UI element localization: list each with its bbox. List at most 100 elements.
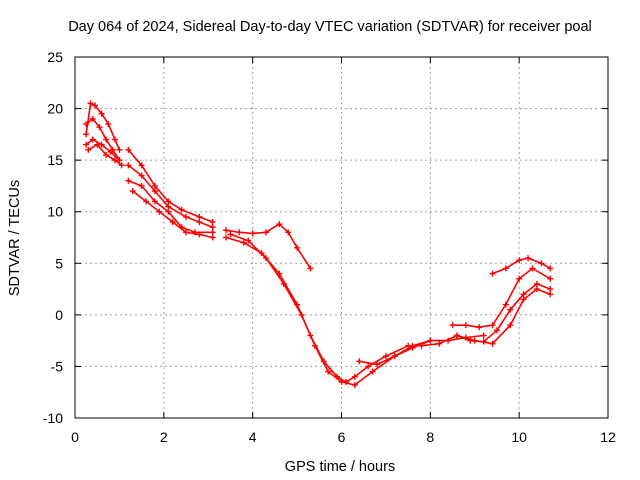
- data-point: [547, 291, 554, 298]
- data-point: [502, 265, 509, 272]
- data-point: [196, 231, 203, 238]
- data-point: [209, 224, 216, 231]
- y-tick-label: 15: [47, 152, 63, 168]
- data-point: [493, 327, 500, 334]
- series-satellite-arc-9: [223, 221, 314, 272]
- data-point: [533, 286, 540, 293]
- data-point: [196, 219, 203, 226]
- data-point: [103, 151, 110, 158]
- data-point: [262, 229, 269, 236]
- data-point: [547, 286, 554, 293]
- data-point: [276, 221, 283, 228]
- x-tick-label: 4: [249, 429, 257, 445]
- data-point: [178, 206, 185, 213]
- data-point: [223, 234, 230, 241]
- data-point: [245, 237, 252, 244]
- data-point: [391, 353, 398, 360]
- series-satellite-arc-13: [418, 286, 554, 349]
- x-tick-label: 0: [71, 429, 79, 445]
- data-point: [365, 363, 372, 370]
- data-point: [382, 353, 389, 360]
- data-point: [285, 229, 292, 236]
- y-tick-labels: -10 -5 0 5 10 15 20 25: [43, 49, 63, 426]
- data-point: [520, 291, 527, 298]
- data-point: [151, 188, 158, 195]
- series-satellite-arc-11: [227, 231, 434, 388]
- y-tick-label: 0: [55, 307, 63, 323]
- x-tick-label: 2: [160, 429, 168, 445]
- data-point: [125, 177, 132, 184]
- data-point: [507, 306, 514, 313]
- series-line: [85, 102, 121, 151]
- x-tick-label: 6: [338, 429, 346, 445]
- series-line: [131, 190, 214, 239]
- data-point: [294, 244, 301, 251]
- chart-title: Day 064 of 2024, Sidereal Day-to-day VTE…: [68, 19, 592, 35]
- data-point: [502, 301, 509, 308]
- series-satellite-arc-5: [125, 146, 216, 226]
- data-point: [196, 213, 203, 220]
- data-point: [280, 280, 287, 287]
- data-point: [138, 172, 145, 179]
- data-point: [105, 121, 112, 128]
- series-line: [451, 267, 552, 328]
- data-point: [138, 182, 145, 189]
- series-line: [225, 236, 409, 383]
- data-point: [467, 337, 474, 344]
- data-point: [547, 275, 554, 282]
- data-point: [480, 338, 487, 345]
- data-point: [156, 208, 163, 215]
- data-point: [489, 270, 496, 277]
- data-point: [169, 219, 176, 226]
- x-tick-label: 12: [600, 429, 616, 445]
- data-point: [143, 198, 150, 205]
- data-point: [103, 136, 110, 143]
- data-point: [516, 275, 523, 282]
- data-point: [325, 368, 332, 375]
- data-point: [91, 102, 98, 109]
- data-point: [151, 182, 158, 189]
- data-point: [489, 340, 496, 347]
- x-tick-label: 10: [511, 429, 527, 445]
- data-point: [183, 213, 190, 220]
- data-point: [183, 229, 190, 236]
- x-axis-label: GPS time / hours: [285, 459, 395, 475]
- data-point: [209, 219, 216, 226]
- data-point: [351, 373, 358, 380]
- data-point: [307, 265, 314, 272]
- data-point: [89, 115, 96, 122]
- data-point: [453, 332, 460, 339]
- data-point: [538, 260, 545, 267]
- data-point: [165, 203, 172, 210]
- series-satellite-arc-8: [129, 188, 216, 241]
- data-point: [111, 157, 118, 164]
- data-point: [480, 332, 487, 339]
- grid-lines: [75, 57, 608, 418]
- data-point: [118, 162, 125, 169]
- data-point: [111, 136, 118, 143]
- series-line: [85, 118, 121, 161]
- data-point: [529, 265, 536, 272]
- y-axis-label: SDTVAR / TECUs: [7, 180, 23, 296]
- data-point: [209, 229, 216, 236]
- data-point: [240, 239, 247, 246]
- data-point: [83, 121, 90, 128]
- series-satellite-arc-15: [489, 255, 554, 277]
- series-satellite-arc-1: [83, 100, 123, 153]
- data-point: [223, 227, 230, 234]
- data-point: [107, 148, 114, 155]
- data-point: [351, 381, 358, 388]
- series-group: [83, 100, 554, 388]
- data-point: [489, 322, 496, 329]
- x-tick-labels: 0 2 4 6 8 10 12: [71, 429, 616, 445]
- data-point: [96, 124, 103, 131]
- series-satellite-arc-16: [453, 280, 554, 345]
- data-point: [83, 141, 90, 148]
- data-point: [227, 231, 234, 238]
- series-line: [491, 257, 552, 275]
- data-point: [85, 146, 92, 153]
- data-point: [338, 378, 345, 385]
- data-point: [125, 162, 132, 169]
- series-line: [420, 288, 552, 347]
